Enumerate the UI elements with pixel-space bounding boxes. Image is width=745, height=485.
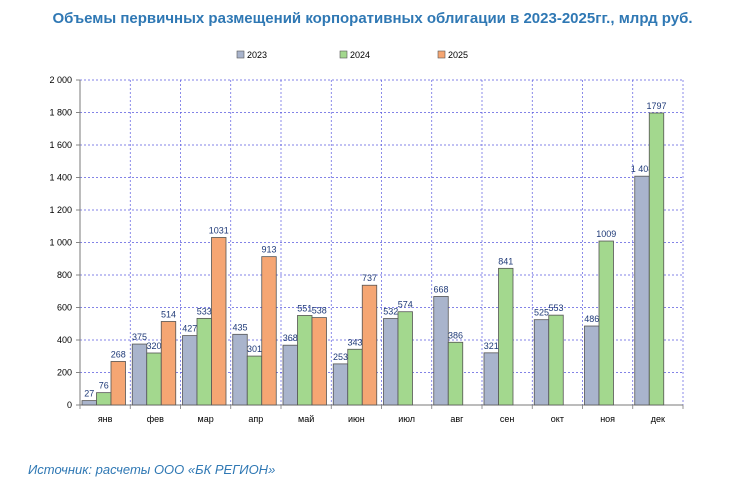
y-tick-label: 1 400 — [49, 173, 72, 183]
data-label-2023-ноя: 486 — [584, 314, 599, 324]
bar-2025-фев — [160, 321, 177, 406]
bar-2024-фев — [146, 352, 162, 406]
y-tick-label: 1 200 — [49, 205, 72, 215]
y-tick-label: 1 800 — [49, 108, 72, 118]
bar-2023-мар — [182, 335, 198, 406]
x-tick-label: авг — [450, 414, 464, 424]
data-label-2023-июн: 253 — [333, 352, 348, 362]
bar-2025-мар — [211, 237, 227, 406]
bar-2025-июн — [361, 284, 378, 406]
data-label-2025-июн: 737 — [362, 273, 377, 283]
legend-label-2024: 2024 — [350, 50, 370, 60]
data-label-2024-ноя: 1009 — [596, 229, 616, 239]
bar-2024-дек — [648, 112, 665, 406]
bar-2023-июн — [332, 363, 349, 406]
bar-2024-май — [297, 315, 313, 406]
bar-2024-янв — [96, 392, 112, 406]
y-tick-label: 1 600 — [49, 140, 72, 150]
bar-2023-фев — [131, 343, 148, 406]
x-tick-label: июл — [398, 414, 415, 424]
data-label-2024-май: 551 — [297, 303, 312, 313]
bar-2023-апр — [232, 333, 248, 406]
data-label-2024-сен: 841 — [498, 256, 513, 266]
data-label-2023-мар: 427 — [182, 324, 197, 334]
legend-label-2025: 2025 — [448, 50, 468, 60]
bar-2024-июл — [397, 311, 413, 406]
x-tick-label: окт — [551, 414, 564, 424]
data-label-2023-сен: 321 — [484, 341, 499, 351]
data-label-2024-авг: 386 — [448, 330, 463, 340]
data-label-2024-янв: 76 — [99, 381, 109, 391]
bar-2024-июн — [347, 348, 363, 406]
data-label-2025-май: 538 — [312, 306, 327, 316]
y-tick-label: 1 000 — [49, 238, 72, 248]
data-label-2024-окт: 553 — [548, 303, 563, 313]
bar-2023-сен — [483, 352, 499, 406]
bar-2023-янв — [81, 400, 97, 406]
bar-2025-апр — [261, 256, 277, 406]
data-label-2025-фев: 514 — [161, 309, 176, 319]
bar-2023-авг — [433, 296, 449, 406]
bar-2024-авг — [447, 341, 464, 406]
bar-2024-апр — [246, 355, 263, 406]
data-label-2023-фев: 375 — [132, 332, 147, 342]
y-tick-label: 800 — [57, 270, 72, 280]
x-tick-label: мар — [198, 414, 214, 424]
x-tick-label: фев — [147, 414, 164, 424]
legend-swatch-2023 — [236, 50, 245, 59]
data-label-2025-апр: 913 — [261, 245, 276, 255]
x-tick-label: сен — [500, 414, 515, 424]
data-label-2023-июл: 532 — [383, 307, 398, 317]
data-label-2025-мар: 1031 — [209, 225, 229, 235]
bar-2023-ноя — [584, 325, 600, 406]
bar-2025-май — [311, 317, 327, 406]
data-label-2024-мар: 533 — [197, 306, 212, 316]
bar-2023-дек — [634, 175, 650, 406]
source-note: Источник: расчеты ООО «БК РЕГИОН» — [28, 462, 276, 477]
chart-title: Объемы первичных размещений корпоративны… — [52, 10, 693, 27]
data-label-2024-фев: 320 — [146, 341, 161, 351]
data-label-2024-дек: 1797 — [646, 101, 666, 111]
y-tick-label: 0 — [67, 400, 72, 410]
y-tick-label: 600 — [57, 303, 72, 313]
x-tick-label: дек — [651, 414, 665, 424]
bar-2024-ноя — [598, 240, 614, 406]
bar-2024-сен — [498, 267, 514, 406]
y-tick-label: 2 000 — [49, 75, 72, 85]
x-tick-label: июн — [348, 414, 365, 424]
y-tick-label: 400 — [57, 335, 72, 345]
bar-2023-июл — [383, 318, 399, 406]
data-label-2023-апр: 435 — [232, 322, 247, 332]
data-label-2023-янв: 27 — [84, 389, 94, 399]
data-label-2025-янв: 268 — [111, 349, 126, 359]
bar-2024-окт — [548, 314, 564, 406]
bar-2023-окт — [533, 319, 550, 406]
x-tick-label: янв — [98, 414, 113, 424]
bar-2025-янв — [110, 361, 126, 406]
x-tick-label: май — [298, 414, 314, 424]
legend-swatch-2024 — [339, 50, 348, 59]
data-label-2024-апр: 301 — [247, 344, 262, 354]
data-label-2024-июл: 574 — [398, 300, 413, 310]
y-tick-label: 200 — [57, 368, 72, 378]
x-tick-label: апр — [248, 414, 263, 424]
data-label-2023-дек: 1 408 — [631, 164, 654, 174]
data-label-2024-июн: 343 — [347, 337, 362, 347]
data-label-2023-авг: 668 — [433, 284, 448, 294]
bar-2023-май — [282, 344, 298, 406]
data-label-2023-май: 368 — [283, 333, 298, 343]
data-label-2023-окт: 525 — [534, 308, 549, 318]
legend-label-2023: 2023 — [247, 50, 267, 60]
legend-swatch-2025 — [437, 50, 446, 59]
x-tick-label: ноя — [600, 414, 615, 424]
bar-2024-мар — [196, 317, 212, 406]
